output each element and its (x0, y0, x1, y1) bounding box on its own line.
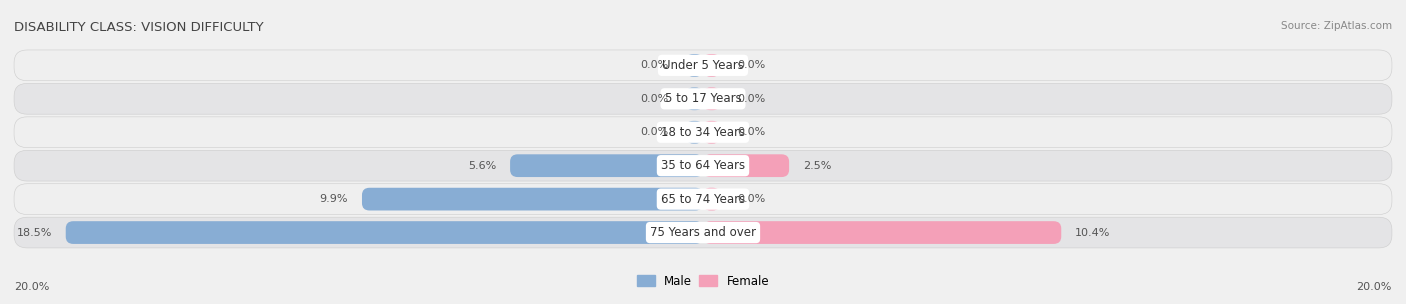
FancyBboxPatch shape (14, 184, 1392, 215)
Text: 18 to 34 Years: 18 to 34 Years (661, 126, 745, 139)
Text: 0.0%: 0.0% (738, 127, 766, 137)
Text: 75 Years and over: 75 Years and over (650, 226, 756, 239)
Text: 0.0%: 0.0% (640, 60, 669, 70)
Text: 18.5%: 18.5% (17, 228, 52, 237)
FancyBboxPatch shape (703, 54, 720, 77)
Text: 2.5%: 2.5% (803, 161, 831, 171)
FancyBboxPatch shape (703, 221, 1062, 244)
FancyBboxPatch shape (703, 188, 720, 210)
FancyBboxPatch shape (686, 54, 703, 77)
FancyBboxPatch shape (14, 217, 1392, 248)
FancyBboxPatch shape (14, 50, 1392, 81)
Text: 9.9%: 9.9% (319, 194, 349, 204)
Text: 20.0%: 20.0% (14, 282, 49, 292)
Text: 0.0%: 0.0% (640, 127, 669, 137)
Text: Under 5 Years: Under 5 Years (662, 59, 744, 72)
FancyBboxPatch shape (14, 150, 1392, 181)
FancyBboxPatch shape (703, 88, 720, 110)
Text: 35 to 64 Years: 35 to 64 Years (661, 159, 745, 172)
Text: 5.6%: 5.6% (468, 161, 496, 171)
FancyBboxPatch shape (66, 221, 703, 244)
FancyBboxPatch shape (686, 121, 703, 143)
Text: 20.0%: 20.0% (1357, 282, 1392, 292)
Legend: Male, Female: Male, Female (637, 275, 769, 288)
FancyBboxPatch shape (703, 154, 789, 177)
FancyBboxPatch shape (361, 188, 703, 210)
FancyBboxPatch shape (14, 117, 1392, 148)
FancyBboxPatch shape (510, 154, 703, 177)
Text: 0.0%: 0.0% (640, 94, 669, 104)
FancyBboxPatch shape (703, 121, 720, 143)
Text: 10.4%: 10.4% (1076, 228, 1111, 237)
Text: 0.0%: 0.0% (738, 194, 766, 204)
Text: Source: ZipAtlas.com: Source: ZipAtlas.com (1281, 21, 1392, 31)
Text: DISABILITY CLASS: VISION DIFFICULTY: DISABILITY CLASS: VISION DIFFICULTY (14, 21, 264, 34)
Text: 65 to 74 Years: 65 to 74 Years (661, 193, 745, 206)
FancyBboxPatch shape (14, 83, 1392, 114)
Text: 5 to 17 Years: 5 to 17 Years (665, 92, 741, 105)
Text: 0.0%: 0.0% (738, 94, 766, 104)
Text: 0.0%: 0.0% (738, 60, 766, 70)
FancyBboxPatch shape (686, 88, 703, 110)
